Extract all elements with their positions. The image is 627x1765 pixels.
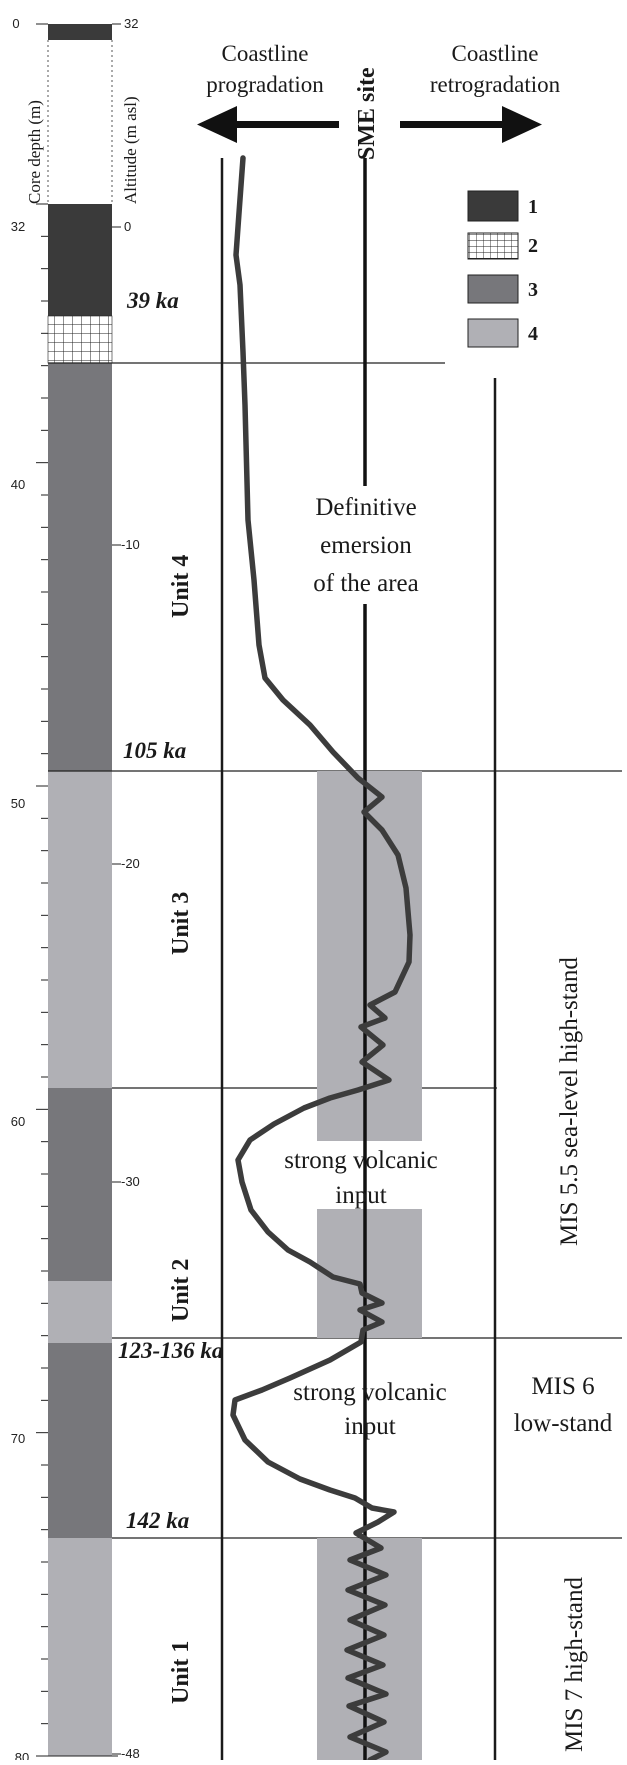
altitude-tick-label: -10	[121, 537, 140, 552]
shaded-band-unit2	[317, 1209, 422, 1338]
coastline-shift-curve	[230, 155, 413, 1763]
legend-number-4: 4	[528, 323, 538, 345]
depth-tick-labels: 0 32 40 50 60 70 80	[11, 16, 29, 1765]
unit-label-3: Unit 3	[168, 892, 194, 955]
legend: 1 2 3 4	[467, 190, 538, 348]
legend-number-3: 3	[528, 279, 538, 301]
volcanic-input-2-line1: strong volcanic	[293, 1379, 446, 1406]
shaded-band-unit1	[317, 1538, 422, 1760]
age-label-142ka: 142 ka	[126, 1508, 189, 1533]
core-layer-light-unit3	[48, 771, 112, 1088]
core-layer-empty	[48, 40, 112, 204]
altitude-tick-label: -20	[121, 856, 140, 871]
altitude-tick-label: -48	[121, 1746, 140, 1760]
stage-mis55-label: MIS 5.5 sea-level high-stand	[556, 957, 583, 1246]
depth-tick-label: 70	[11, 1431, 25, 1446]
legend-swatch-2	[467, 232, 519, 260]
age-label-105ka: 105 ka	[123, 738, 186, 763]
retrogradation-arrow	[400, 106, 542, 143]
depth-tick-label: 60	[11, 1114, 25, 1129]
altitude-tick-label: 32	[124, 16, 138, 31]
altitude-tick-label: 0	[124, 219, 131, 234]
progradation-label-line1: Coastline	[222, 41, 309, 66]
core-layer-grid	[47, 315, 113, 364]
unit-label-4: Unit 4	[168, 555, 194, 618]
stage-mis7-label: MIS 7 high-stand	[561, 1577, 588, 1753]
volcanic-input-2-line2: input	[344, 1413, 395, 1440]
core-layer-light-unit2	[48, 1281, 112, 1343]
depth-tick-label: 0	[12, 16, 19, 31]
core-column	[40, 24, 118, 1757]
depth-tick-label: 80	[15, 1750, 29, 1760]
retrogradation-label-line2: retrogradation	[430, 72, 561, 97]
core-layer-medium-unit4	[48, 363, 112, 771]
emersion-line3: of the area	[313, 570, 418, 597]
emersion-line1: Definitive	[315, 494, 416, 521]
core-layer-top-cap	[48, 24, 112, 40]
progradation-label-line2: progradation	[206, 72, 324, 97]
emersion-label-bg	[296, 486, 436, 604]
altitude-tick-labels: 32 0 -10 -20 -30 -48	[112, 16, 140, 1761]
altitude-tick-label: -30	[121, 1174, 140, 1189]
progradation-arrow	[197, 106, 339, 143]
sme-site-title: SME site	[354, 67, 380, 160]
unit-label-1: Unit 1	[168, 1641, 194, 1704]
unit-label-2: Unit 2	[168, 1259, 194, 1322]
legend-number-1: 1	[528, 196, 538, 218]
emersion-line2: emersion	[320, 532, 412, 559]
legend-swatch-3	[467, 274, 519, 304]
altitude-axis-title: Altitude (m asl)	[121, 96, 140, 204]
volcanic-input-1-line2: input	[335, 1182, 386, 1209]
core-layer-medium-unit2	[48, 1088, 112, 1281]
core-layer-light-unit1	[48, 1538, 112, 1756]
legend-swatch-1	[467, 190, 519, 222]
legend-number-2: 2	[528, 235, 538, 257]
stage-mis6-line2: low-stand	[514, 1410, 613, 1437]
depth-tick-label: 50	[11, 796, 25, 811]
legend-swatch-4	[467, 318, 519, 348]
retrogradation-label-line1: Coastline	[452, 41, 539, 66]
stage-mis6-line1: MIS 6	[531, 1373, 594, 1400]
age-label-39ka: 39 ka	[126, 288, 179, 313]
depth-tick-marks	[36, 23, 48, 1757]
depth-tick-label: 32	[11, 219, 25, 234]
core-layer-dark	[48, 204, 112, 316]
age-label-123-136ka: 123-136 ka	[118, 1338, 223, 1363]
shaded-band-unit3	[317, 771, 422, 1141]
core-depth-axis-title: Core depth (m)	[25, 100, 44, 204]
core-layer-medium-unit2b	[48, 1343, 112, 1538]
volcanic-input-1-line1: strong volcanic	[284, 1147, 437, 1174]
depth-tick-label: 40	[11, 477, 25, 492]
